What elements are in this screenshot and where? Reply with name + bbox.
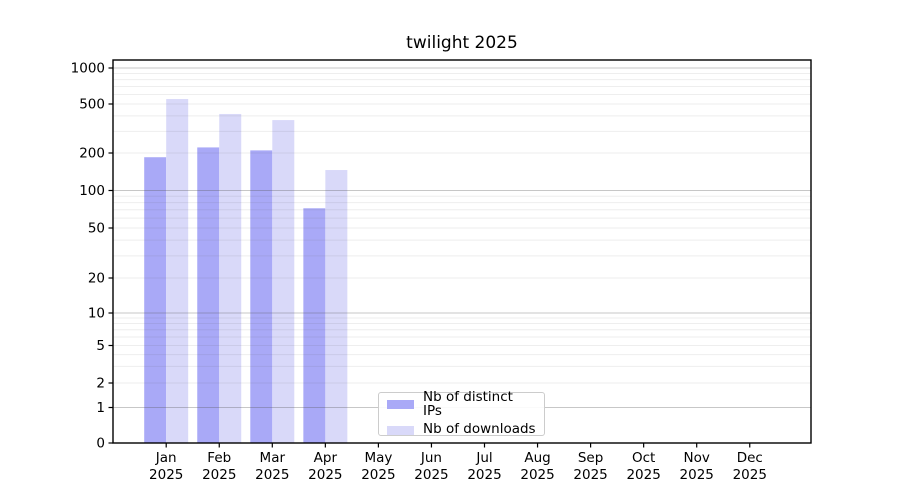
- y-tick-label-2: 2: [96, 376, 105, 392]
- x-tick-label-month-oct-2025: Oct: [632, 450, 655, 466]
- x-tick-label-year-jun-2025: 2025: [414, 467, 448, 483]
- legend-label-distinct-ips: Nb of distinct IPs: [423, 389, 513, 419]
- x-tick-label-month-sep-2025: Sep: [578, 450, 603, 466]
- y-tick-label-100: 100: [79, 183, 105, 199]
- legend-swatch-distinct-ips: [387, 400, 414, 410]
- x-tick-label-month-jun-2025: Jun: [420, 450, 442, 466]
- x-tick-label-year-jul-2025: 2025: [467, 467, 501, 483]
- x-tick-label-month-dec-2025: Dec: [737, 450, 763, 466]
- x-tick-label-year-aug-2025: 2025: [520, 467, 554, 483]
- x-tick-label-year-dec-2025: 2025: [733, 467, 767, 483]
- x-tick-label-month-jul-2025: Jul: [475, 450, 492, 466]
- bar-mar-2025-nb-of-distinct-ips: [250, 150, 273, 443]
- bar-mar-2025-nb-of-downloads: [272, 120, 295, 443]
- x-tick-label-year-nov-2025: 2025: [680, 467, 714, 483]
- bar-feb-2025-nb-of-distinct-ips: [197, 147, 220, 443]
- x-tick-label-year-may-2025: 2025: [361, 467, 395, 483]
- x-tick-label-month-feb-2025: Feb: [207, 450, 231, 466]
- x-tick-label-year-sep-2025: 2025: [573, 467, 607, 483]
- x-tick-label-year-mar-2025: 2025: [255, 467, 289, 483]
- x-tick-label-month-aug-2025: Aug: [524, 450, 550, 466]
- bar-apr-2025-nb-of-downloads: [325, 170, 348, 443]
- y-tick-label-1000: 1000: [71, 61, 105, 77]
- y-tick-label-20: 20: [88, 271, 105, 287]
- x-tick-label-month-mar-2025: Mar: [260, 450, 286, 466]
- legend-label-downloads: Nb of downloads: [423, 421, 536, 438]
- y-tick-label-50: 50: [88, 221, 105, 237]
- legend-item-distinct-ips: Nb of distinct IPs: [387, 391, 536, 418]
- bar-feb-2025-nb-of-downloads: [219, 113, 242, 444]
- y-tick-label-10: 10: [88, 306, 105, 322]
- chart-title: twilight 2025: [406, 33, 518, 53]
- bar-jan-2025-nb-of-downloads: [166, 99, 189, 444]
- y-tick-label-0: 0: [96, 436, 105, 452]
- x-tick-label-year-oct-2025: 2025: [626, 467, 660, 483]
- bar-apr-2025-nb-of-distinct-ips: [303, 208, 326, 443]
- legend-item-downloads: Nb of downloads: [387, 423, 536, 437]
- x-tick-label-year-feb-2025: 2025: [202, 467, 236, 483]
- x-tick-label-month-jan-2025: Jan: [155, 450, 177, 466]
- x-tick-label-month-nov-2025: Nov: [684, 450, 710, 466]
- y-tick-label-500: 500: [79, 97, 105, 113]
- plot-border: [112, 59, 812, 444]
- legend: Nb of distinct IPs Nb of downloads: [378, 391, 545, 437]
- bar-jan-2025-nb-of-distinct-ips: [144, 157, 167, 443]
- y-tick-label-1: 1: [96, 400, 105, 416]
- x-tick-label-year-jan-2025: 2025: [149, 467, 183, 483]
- x-tick-label-month-may-2025: May: [364, 450, 392, 466]
- x-tick-label-month-apr-2025: Apr: [314, 450, 338, 466]
- y-tick-label-200: 200: [79, 146, 105, 162]
- y-tick-label-5: 5: [96, 338, 105, 354]
- legend-swatch-downloads: [387, 425, 414, 435]
- x-tick-label-year-apr-2025: 2025: [308, 467, 342, 483]
